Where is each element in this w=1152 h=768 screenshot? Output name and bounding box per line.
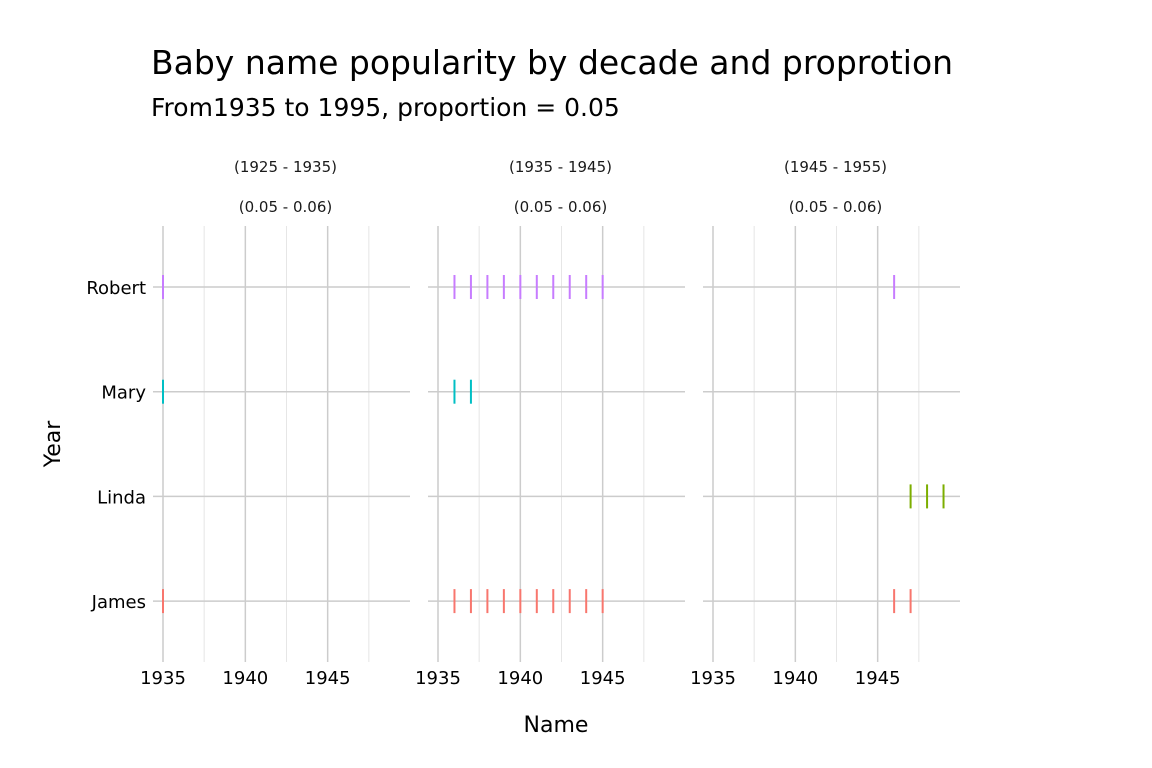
chart-subtitle: From1935 to 1995, proportion = 0.05: [151, 93, 620, 122]
facet-panel: (1925 - 1935) (0.05 - 0.06) 1935 1940 1945: [140, 158, 410, 689]
y-axis-title: Year: [41, 420, 66, 469]
x-tick-label: 1935: [140, 668, 186, 689]
facet-strip-label: (0.05 - 0.06): [239, 198, 332, 216]
x-axis-title: Name: [524, 713, 589, 738]
x-tick-label: 1935: [690, 668, 736, 689]
facet-strip-label: (0.05 - 0.06): [789, 198, 882, 216]
facet-strip-label: (1925 - 1935): [234, 158, 337, 176]
x-tick-label: 1945: [855, 668, 901, 689]
facet-strip-label: (0.05 - 0.06): [514, 198, 607, 216]
facet-panels: (1925 - 1935)(0.05 - 0.06)1935 1940 1945(1…: [140, 158, 960, 689]
x-tick-label: 1940: [497, 668, 543, 689]
y-axis: James Linda Mary Robert: [86, 278, 146, 613]
x-tick-label: 1935: [415, 668, 461, 689]
y-tick-label: Mary: [101, 383, 146, 404]
x-tick-label: 1940: [772, 668, 818, 689]
facet-panel: (1935 - 1945) (0.05 - 0.06) 1935 1940 1945: [415, 158, 685, 689]
facet-strip-label: (1945 - 1955): [784, 158, 887, 176]
facet-strip-label: (1935 - 1945): [509, 158, 612, 176]
facet-panel: (1945 - 1955) (0.05 - 0.06) 1935 1940 1945: [690, 158, 960, 689]
x-tick-label: 1945: [580, 668, 626, 689]
y-tick-label: Robert: [86, 278, 146, 299]
x-tick-label: 1945: [305, 668, 351, 689]
x-tick-label: 1940: [222, 668, 268, 689]
y-tick-label: James: [91, 592, 146, 613]
chart-title: Baby name popularity by decade and propr…: [151, 43, 954, 82]
y-tick-label: Linda: [97, 487, 146, 508]
